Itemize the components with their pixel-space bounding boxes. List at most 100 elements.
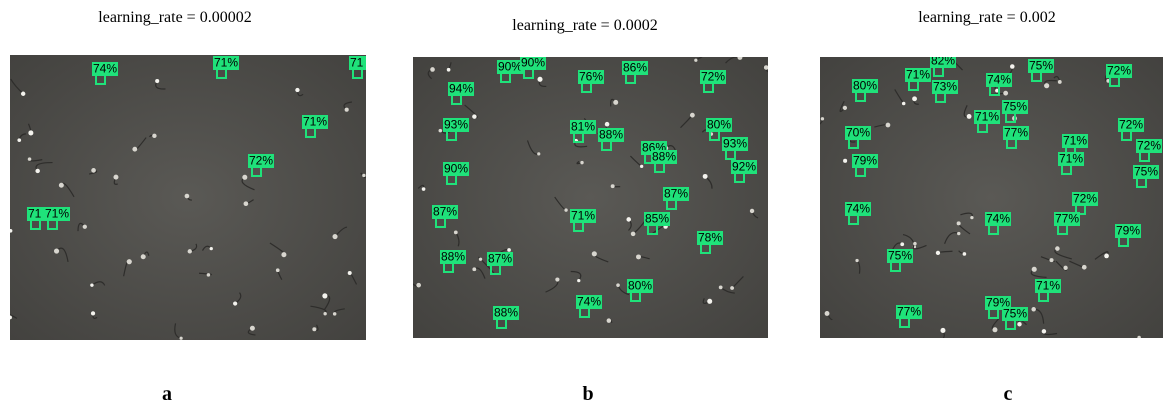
cell-head <box>1063 266 1067 270</box>
cell-head <box>1137 336 1141 340</box>
cell-head <box>936 251 940 255</box>
detection-label: 92% <box>732 160 756 174</box>
cell-head <box>348 271 352 275</box>
cell-head <box>472 267 476 271</box>
cell-head <box>902 102 906 106</box>
cell-head <box>127 259 132 264</box>
cell-head <box>707 299 712 304</box>
detection-label: 82% <box>931 54 955 68</box>
cell-head <box>913 242 917 246</box>
detection-label: 79% <box>1116 224 1140 238</box>
detection-label: 76% <box>579 70 603 84</box>
panel-letter: b <box>582 383 593 405</box>
cell-head <box>332 234 337 239</box>
cell-head <box>210 247 213 250</box>
cell-head <box>616 283 620 287</box>
detection-label: 71% <box>214 56 238 70</box>
cell-head <box>276 268 280 272</box>
cell-head <box>970 216 973 219</box>
detection-label: 70% <box>846 126 870 140</box>
cell-head <box>179 337 182 340</box>
cell-head <box>185 194 190 199</box>
detection-label: 75% <box>1003 100 1027 114</box>
cell-head <box>631 232 636 237</box>
microscope-image: 82%71%73%74%75%72%80%75%71%77%70%71%72%7… <box>808 54 1163 349</box>
cell-head <box>91 311 95 315</box>
detection-label: 71% <box>45 207 69 221</box>
cell-head <box>1017 322 1021 326</box>
cell-head <box>479 258 482 261</box>
detection-label: 90% <box>521 56 545 70</box>
cell-head <box>737 55 742 60</box>
cell-head <box>537 152 540 155</box>
cell-head <box>1044 83 1049 88</box>
cell-head <box>1055 246 1060 251</box>
cell-head <box>626 217 631 222</box>
cell-head <box>690 113 695 118</box>
detection-label: 87% <box>433 205 457 219</box>
detection-label: 71% <box>975 110 999 124</box>
detection-label: 72% <box>249 154 273 168</box>
detection-label: 74% <box>846 202 870 216</box>
detection-label: 78% <box>698 231 722 245</box>
cell-head <box>333 312 337 316</box>
cell-head <box>28 157 32 161</box>
cell-head <box>416 283 421 288</box>
cell-head <box>141 254 146 259</box>
cell-head <box>132 147 137 152</box>
cell-head <box>1031 307 1035 311</box>
cell-head <box>886 123 891 128</box>
cell-head <box>694 59 697 62</box>
cell-head <box>1049 258 1053 262</box>
detection-label: 88% <box>652 150 676 164</box>
cell-head <box>250 326 255 331</box>
detection-label: 88% <box>599 128 623 142</box>
cell-head <box>843 106 847 110</box>
detection-label: 88% <box>441 250 465 264</box>
cell-head <box>1010 64 1015 69</box>
cell-head <box>59 183 64 188</box>
cell-head <box>312 327 316 331</box>
detection-label: 80% <box>853 79 877 93</box>
cell-head <box>242 175 247 180</box>
detection-label: 93% <box>444 118 468 132</box>
cell-head <box>9 229 13 233</box>
detection-label: 72% <box>701 70 725 84</box>
detection-label: 90% <box>498 60 522 74</box>
detection-label: 87% <box>664 187 688 201</box>
cell-head <box>1058 80 1062 84</box>
panel-title: learning_rate = 0.0002 <box>512 17 657 34</box>
detection-label: 75% <box>888 249 912 263</box>
detection-label: 71 <box>350 56 364 70</box>
cell-head <box>1042 329 1046 333</box>
cell-head <box>967 114 972 119</box>
figure: 74%71%71%72%7171%71learning_rate = 0.000… <box>0 0 1163 409</box>
detection-label: 72% <box>1137 139 1161 153</box>
detection-label: 77% <box>1004 126 1028 140</box>
detection-label: 71% <box>303 115 327 129</box>
cell-head <box>322 293 327 298</box>
cell-head <box>900 242 904 246</box>
cell-head <box>825 311 830 316</box>
cell-head <box>35 169 39 173</box>
cell-head <box>640 165 643 168</box>
cell-head <box>8 315 12 319</box>
detection-label: 71% <box>1059 152 1083 166</box>
cell-head <box>821 117 824 120</box>
cell-head <box>323 312 326 315</box>
cell-head <box>764 65 769 70</box>
detection-label: 71% <box>906 68 930 82</box>
cell-head <box>912 96 917 101</box>
image-content: 82%71%73%74%75%72%80%75%71%77%70%71%72%7… <box>808 54 1163 349</box>
cell-head <box>843 159 847 163</box>
cell-head <box>17 138 21 142</box>
cell-head <box>152 134 156 138</box>
cell-head <box>447 68 451 72</box>
cell-head <box>1003 91 1008 96</box>
detection-label: 80% <box>628 279 652 293</box>
detection-label: 72% <box>1119 118 1143 132</box>
cell-head <box>750 209 754 213</box>
detection-label: 73% <box>933 80 957 94</box>
